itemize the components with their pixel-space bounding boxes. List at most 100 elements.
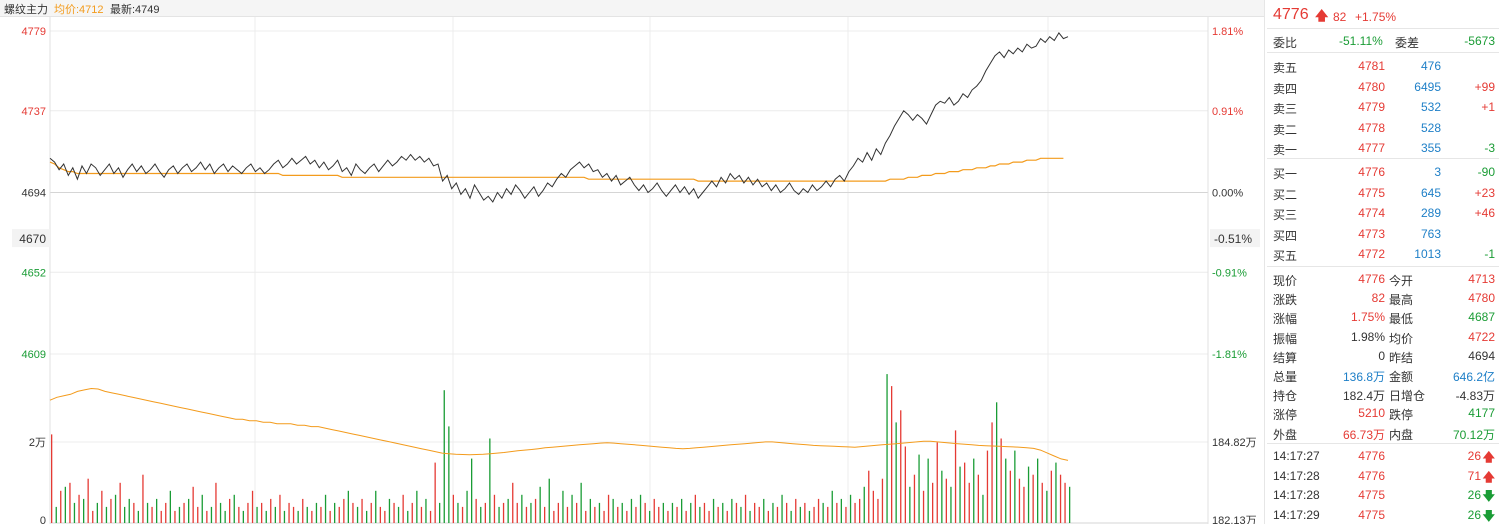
bid-row[interactable]: 买四 4773 763 [1265,224,1500,244]
ask-price: 4780 [1358,79,1385,94]
volume-bar [1009,470,1011,523]
volume-bar [1050,470,1052,523]
bid-delta: +46 [1474,206,1495,220]
cursor-price-box [12,229,50,248]
volume-bar [502,502,505,523]
volume-bar [571,494,573,523]
divider [1267,443,1499,444]
volume-bar [932,482,934,524]
volume-bar [740,506,742,523]
volume-bar [188,498,190,523]
bid-row[interactable]: 买三 4774 289 +46 [1265,203,1500,223]
volume-bar [722,502,724,523]
volume-bar [840,498,842,523]
volume-bar [877,498,879,523]
volume-bar [977,474,979,523]
tick-row[interactable]: 14:17:28 4775 26 🡇 [1265,485,1500,505]
stat-label: 总量 [1273,370,1298,384]
volume-bar [288,502,290,523]
bid-row[interactable]: 买二 4775 645 +23 [1265,183,1500,203]
volume-bar [292,506,295,523]
stat-value: 4687 [1468,310,1495,325]
volume-bar [178,506,181,523]
volume-bar [87,478,89,523]
volume-bar [808,510,811,523]
tick-row[interactable]: 14:17:29 4775 26 🡇 [1265,505,1500,525]
price-change-pct: +1.75% [1355,10,1397,24]
volume-bar [1059,474,1062,523]
volume-bar [786,502,788,523]
volume-bar [489,438,491,523]
ask-delta: -3 [1484,141,1495,155]
y-tick-label-left: 4737 [22,106,46,118]
volume-bar [950,486,952,523]
tick-price: 4775 [1358,488,1385,502]
intraday-chart[interactable]: 4779 4737 4694 4652 4609 1.81% 0.91% 0.00% -0.91… [0,17,1262,524]
current-price: 4776 [1273,6,1309,23]
volume-bar [457,502,459,523]
volume-bar [361,498,363,523]
volume-bar [101,490,103,523]
cursor-pct-label: -0.51% [1214,232,1252,246]
stat-label: 振幅 [1273,331,1298,346]
volume-bar [507,498,509,523]
tick-price: 4776 [1358,468,1385,483]
ask-row[interactable]: 卖二 4778 528 [1265,118,1500,138]
volume-bar [261,502,263,523]
stat-value: 4780 [1468,291,1495,306]
tick-volume: 26 [1467,488,1481,502]
bid-price: 4775 [1358,185,1385,200]
volume-bar [822,502,824,523]
ask-volume: 532 [1420,100,1441,114]
volume-bar [982,494,984,523]
volume-bar [699,506,701,523]
volume-bar [174,510,176,523]
volume-bar [1055,462,1057,523]
ask-label: 卖二 [1273,122,1298,137]
volume-bar [968,482,970,524]
ask-row[interactable]: 卖四 4780 6495 +99 [1265,77,1500,97]
stats-row: 现价 4776 今开 4713 [1265,269,1500,289]
ask-row[interactable]: 卖三 4779 532 +1 [1265,97,1500,117]
tick-row[interactable]: 14:17:28 4776 71 🡅 [1265,466,1500,486]
ask-row[interactable]: 卖五 4781 476 [1265,56,1500,76]
volume-bar [338,506,340,523]
volume-bar [927,458,929,523]
bid-row[interactable]: 买五 4772 1013 -1 [1265,244,1500,264]
volume-bar [247,502,249,523]
divider [1267,266,1499,267]
stat-label: 最高 [1389,293,1414,308]
volume-bar [804,502,806,523]
bid-row[interactable]: 买一 4776 3 -90 [1265,162,1500,182]
weibi-value: -51.11% [1339,34,1383,48]
volume-bar [475,498,477,523]
volume-bar [676,506,678,523]
volume-bar [799,506,801,523]
volume-bar [165,502,167,523]
avg-price-line [49,157,1064,182]
volume-bar [617,506,619,523]
volume-bar [242,510,244,523]
volume-bar [941,470,943,523]
volume-axis-zero-label: 0 [40,515,46,524]
ask-row[interactable]: 卖一 4777 355 -3 [1265,138,1500,158]
stat-value: 182.4万 [1342,389,1385,404]
volume-bar [466,490,468,523]
volume-bar [681,498,683,523]
volume-bar [653,498,655,523]
volume-bar [635,506,637,523]
volume-bar [156,498,158,523]
volume-bar [375,490,377,523]
tick-row[interactable]: 14:17:27 4776 26 🡅 [1265,446,1500,466]
ask-volume: 528 [1420,120,1441,135]
y-tick-label-right: 1.81% [1212,26,1243,38]
volume-bar [197,506,199,523]
stat-value: 4713 [1468,272,1495,286]
volume-bar [763,498,765,523]
y-tick-label-right: 0.91% [1212,106,1243,118]
volume-bar [576,502,578,523]
volume-bar [1069,486,1071,523]
volume-bar [630,498,633,523]
stat-label: 结算 [1273,350,1298,365]
volume-bar [964,462,966,523]
